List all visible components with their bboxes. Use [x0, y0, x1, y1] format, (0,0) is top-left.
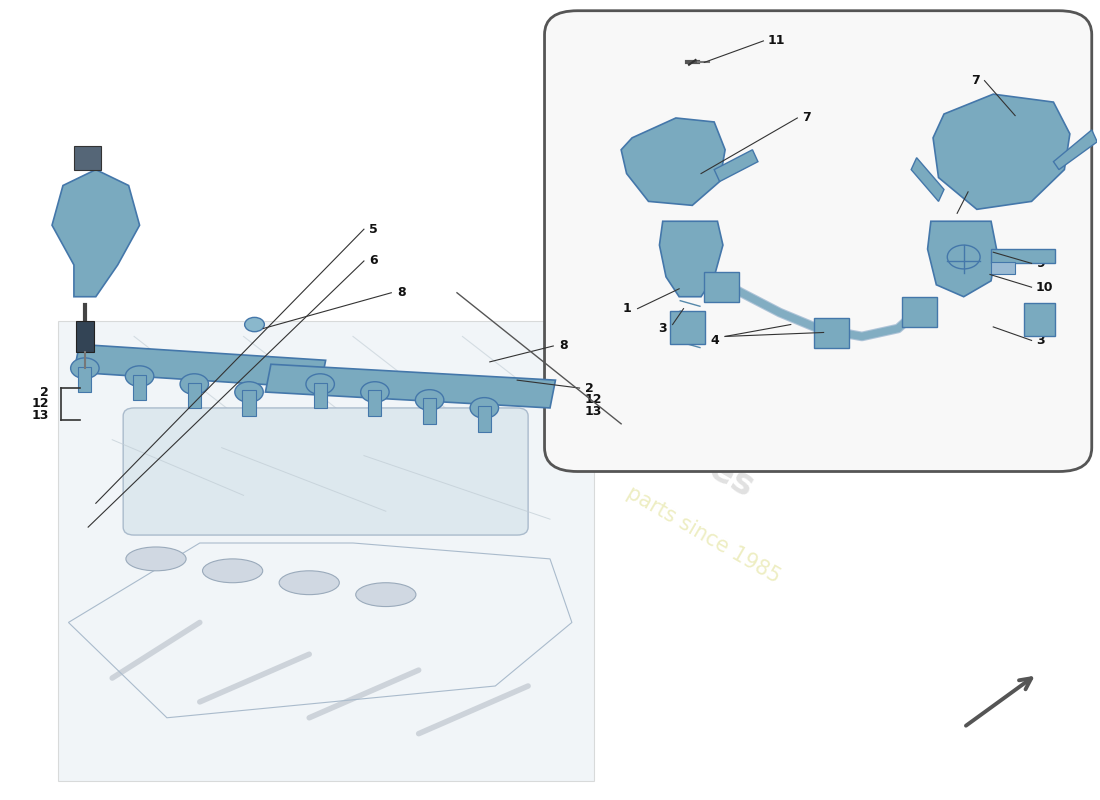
FancyBboxPatch shape — [544, 10, 1091, 471]
Bar — [424, 398, 437, 424]
Text: 6: 6 — [370, 254, 378, 267]
Text: 13: 13 — [32, 410, 48, 422]
Text: 8: 8 — [397, 286, 406, 299]
Bar — [368, 390, 382, 416]
Text: 5: 5 — [370, 222, 378, 236]
FancyBboxPatch shape — [123, 408, 528, 535]
Polygon shape — [927, 222, 997, 297]
Bar — [188, 382, 201, 408]
Polygon shape — [76, 321, 94, 352]
Bar — [704, 272, 739, 302]
Text: 7: 7 — [802, 111, 811, 125]
Text: 1: 1 — [955, 181, 964, 194]
Circle shape — [470, 398, 498, 418]
Polygon shape — [659, 222, 723, 297]
Text: 11: 11 — [768, 34, 785, 47]
Bar — [991, 249, 1055, 263]
Circle shape — [180, 374, 209, 394]
Bar — [670, 311, 705, 344]
Text: 7: 7 — [971, 74, 980, 87]
Polygon shape — [933, 94, 1070, 210]
Polygon shape — [621, 118, 725, 206]
Circle shape — [306, 374, 334, 394]
Circle shape — [361, 382, 389, 402]
Polygon shape — [1054, 130, 1097, 170]
Text: 8: 8 — [559, 339, 568, 353]
Polygon shape — [265, 364, 556, 408]
Text: parts since 1985: parts since 1985 — [623, 483, 783, 587]
Text: 3: 3 — [1036, 334, 1045, 347]
Text: 12: 12 — [585, 394, 603, 406]
Polygon shape — [57, 321, 594, 782]
Bar — [74, 146, 101, 170]
Circle shape — [70, 358, 99, 378]
Ellipse shape — [202, 559, 263, 582]
Circle shape — [244, 318, 264, 332]
Text: 3: 3 — [659, 322, 667, 335]
Bar — [242, 390, 255, 416]
Text: 2: 2 — [40, 386, 48, 398]
Text: 12: 12 — [31, 398, 48, 410]
Circle shape — [416, 390, 443, 410]
Polygon shape — [714, 150, 758, 182]
Bar — [991, 262, 1015, 274]
Bar — [133, 374, 146, 400]
Bar — [477, 406, 491, 432]
Text: eSPares: eSPares — [602, 392, 761, 503]
Text: 1: 1 — [623, 302, 631, 315]
Bar — [78, 366, 91, 392]
Bar — [1024, 303, 1055, 337]
Bar — [902, 297, 937, 327]
Polygon shape — [52, 170, 140, 297]
Ellipse shape — [279, 571, 339, 594]
Circle shape — [125, 366, 154, 386]
Bar — [814, 318, 849, 348]
Bar — [314, 382, 327, 408]
Text: 2: 2 — [585, 382, 594, 394]
Text: 4: 4 — [711, 334, 719, 347]
Polygon shape — [911, 158, 944, 202]
Text: 9: 9 — [1036, 257, 1045, 270]
Polygon shape — [74, 344, 326, 388]
Text: 10: 10 — [1036, 281, 1054, 294]
Ellipse shape — [355, 582, 416, 606]
Ellipse shape — [125, 547, 186, 571]
Text: 13: 13 — [585, 406, 603, 418]
Circle shape — [234, 382, 263, 402]
